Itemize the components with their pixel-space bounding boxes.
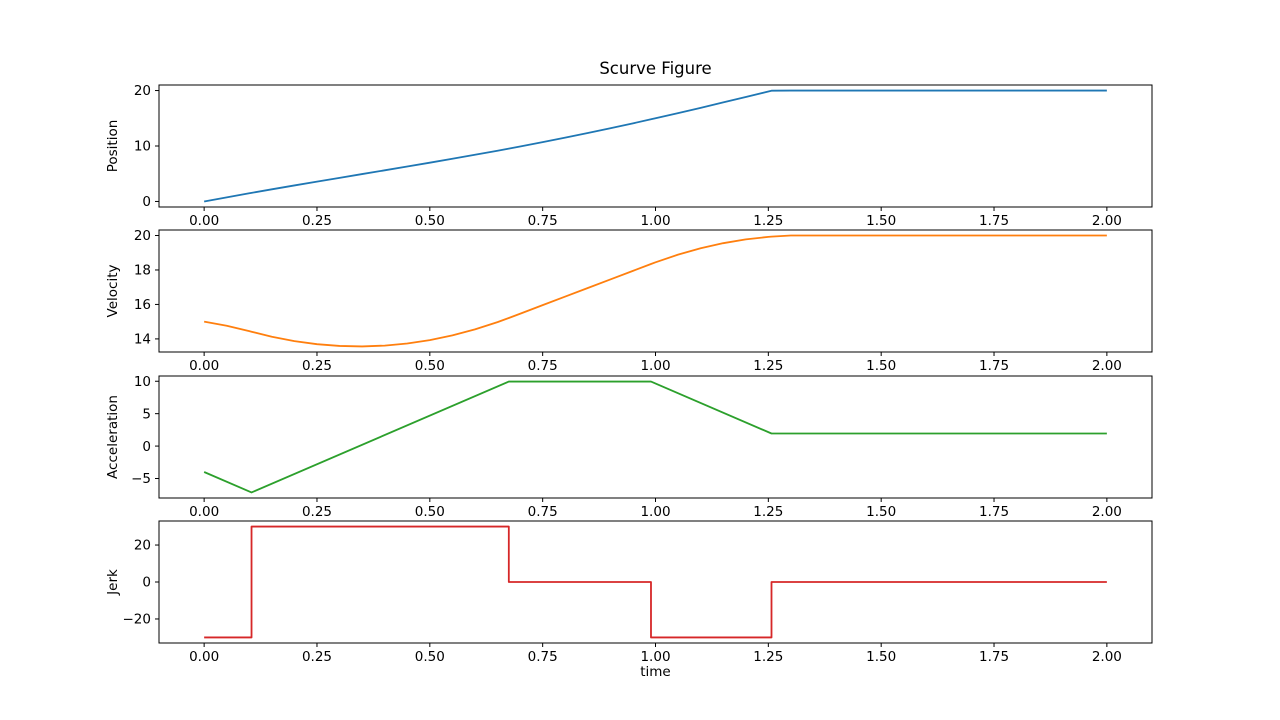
x-tick-label: 1.50 bbox=[866, 358, 896, 374]
x-tick-label: 2.00 bbox=[1092, 213, 1122, 229]
x-tick-label: 2.00 bbox=[1092, 649, 1122, 665]
x-tick-label: 1.50 bbox=[866, 649, 896, 665]
x-tick-label: 0.25 bbox=[302, 504, 332, 520]
x-tick-label: 0.75 bbox=[528, 213, 558, 229]
x-tick-label: 1.00 bbox=[640, 213, 670, 229]
y-tick-label: 0 bbox=[142, 194, 151, 210]
x-tick-label: 0.00 bbox=[189, 649, 219, 665]
position-line bbox=[203, 89, 1107, 203]
x-tick-label: 0.00 bbox=[189, 358, 219, 374]
x-tick-label: 0.75 bbox=[528, 358, 558, 374]
x-tick-label: 1.25 bbox=[753, 358, 783, 374]
y-tick-label: 20 bbox=[134, 538, 151, 554]
x-tick-label: 0.00 bbox=[189, 213, 219, 229]
x-tick-label: 0.25 bbox=[302, 649, 332, 665]
x-tick-label: 0.50 bbox=[415, 213, 445, 229]
y-tick-label: 18 bbox=[134, 263, 151, 279]
axes-background bbox=[159, 230, 1152, 352]
y-axis-label-position: Position bbox=[105, 120, 121, 173]
y-tick-label: 14 bbox=[134, 332, 151, 348]
x-tick-label: 1.75 bbox=[979, 504, 1009, 520]
x-tick-label: 1.75 bbox=[979, 213, 1009, 229]
figure-title: Scurve Figure bbox=[599, 59, 712, 78]
x-tick-label: 1.00 bbox=[640, 358, 670, 374]
x-tick-label: 2.00 bbox=[1092, 504, 1122, 520]
x-tick-label: 1.50 bbox=[866, 504, 896, 520]
y-axis-label-jerk: Jerk bbox=[105, 569, 121, 596]
x-tick-label: 1.25 bbox=[753, 213, 783, 229]
x-tick-label: 0.25 bbox=[302, 358, 332, 374]
y-axis-label-velocity: Velocity bbox=[105, 265, 121, 318]
y-tick-label: −5 bbox=[131, 471, 151, 487]
y-tick-label: 10 bbox=[134, 139, 151, 155]
y-axis-label-acceleration: Acceleration bbox=[105, 395, 121, 479]
axes-background bbox=[159, 85, 1152, 207]
x-tick-label: 2.00 bbox=[1092, 358, 1122, 374]
subplot-velocity: 0.00 0.25 0.50 0.75 1.00 1.25 1.50 1.75 2.00 14 16… bbox=[105, 228, 1153, 374]
subplot-position: 0.00 0.25 0.50 0.75 1.00 1.25 1.50 1.75 2.00 0 10 2… bbox=[105, 83, 1153, 229]
x-tick-label: 1.00 bbox=[640, 504, 670, 520]
y-tick-label: 20 bbox=[134, 83, 151, 99]
x-tick-label: 0.00 bbox=[189, 504, 219, 520]
x-tick-label: 0.25 bbox=[302, 213, 332, 229]
x-tick-label: 0.50 bbox=[415, 358, 445, 374]
y-tick-label: 5 bbox=[142, 406, 151, 422]
x-tick-label: 1.25 bbox=[753, 504, 783, 520]
velocity-line bbox=[203, 234, 1107, 348]
x-tick-label: 1.75 bbox=[979, 358, 1009, 374]
y-tick-label: 16 bbox=[134, 297, 151, 313]
axes-background bbox=[159, 376, 1152, 498]
x-tick-label: 1.00 bbox=[640, 649, 670, 665]
y-tick-label: −20 bbox=[123, 612, 152, 628]
y-tick-label: 20 bbox=[134, 228, 151, 244]
subplot-jerk: 0.00 0.25 0.50 0.75 1.00 1.25 1.50 1.75 2.00 −20 0… bbox=[105, 520, 1153, 665]
x-tick-label: 0.50 bbox=[415, 649, 445, 665]
y-tick-label: 10 bbox=[134, 374, 151, 390]
x-tick-label: 1.25 bbox=[753, 649, 783, 665]
y-tick-label: 0 bbox=[142, 575, 151, 591]
jerk-line bbox=[204, 525, 1107, 639]
x-tick-label: 0.75 bbox=[528, 649, 558, 665]
x-tick-label: 0.75 bbox=[528, 504, 558, 520]
x-tick-label: 1.75 bbox=[979, 649, 1009, 665]
acceleration-line bbox=[203, 380, 1107, 494]
y-tick-label: 0 bbox=[142, 439, 151, 455]
x-tick-label: 0.50 bbox=[415, 504, 445, 520]
x-tick-label: 1.50 bbox=[866, 213, 896, 229]
subplot-acceleration: 0.00 0.25 0.50 0.75 1.00 1.25 1.50 1.75 2.00 −5 0 5… bbox=[105, 374, 1153, 520]
x-axis-label: time bbox=[640, 664, 671, 680]
